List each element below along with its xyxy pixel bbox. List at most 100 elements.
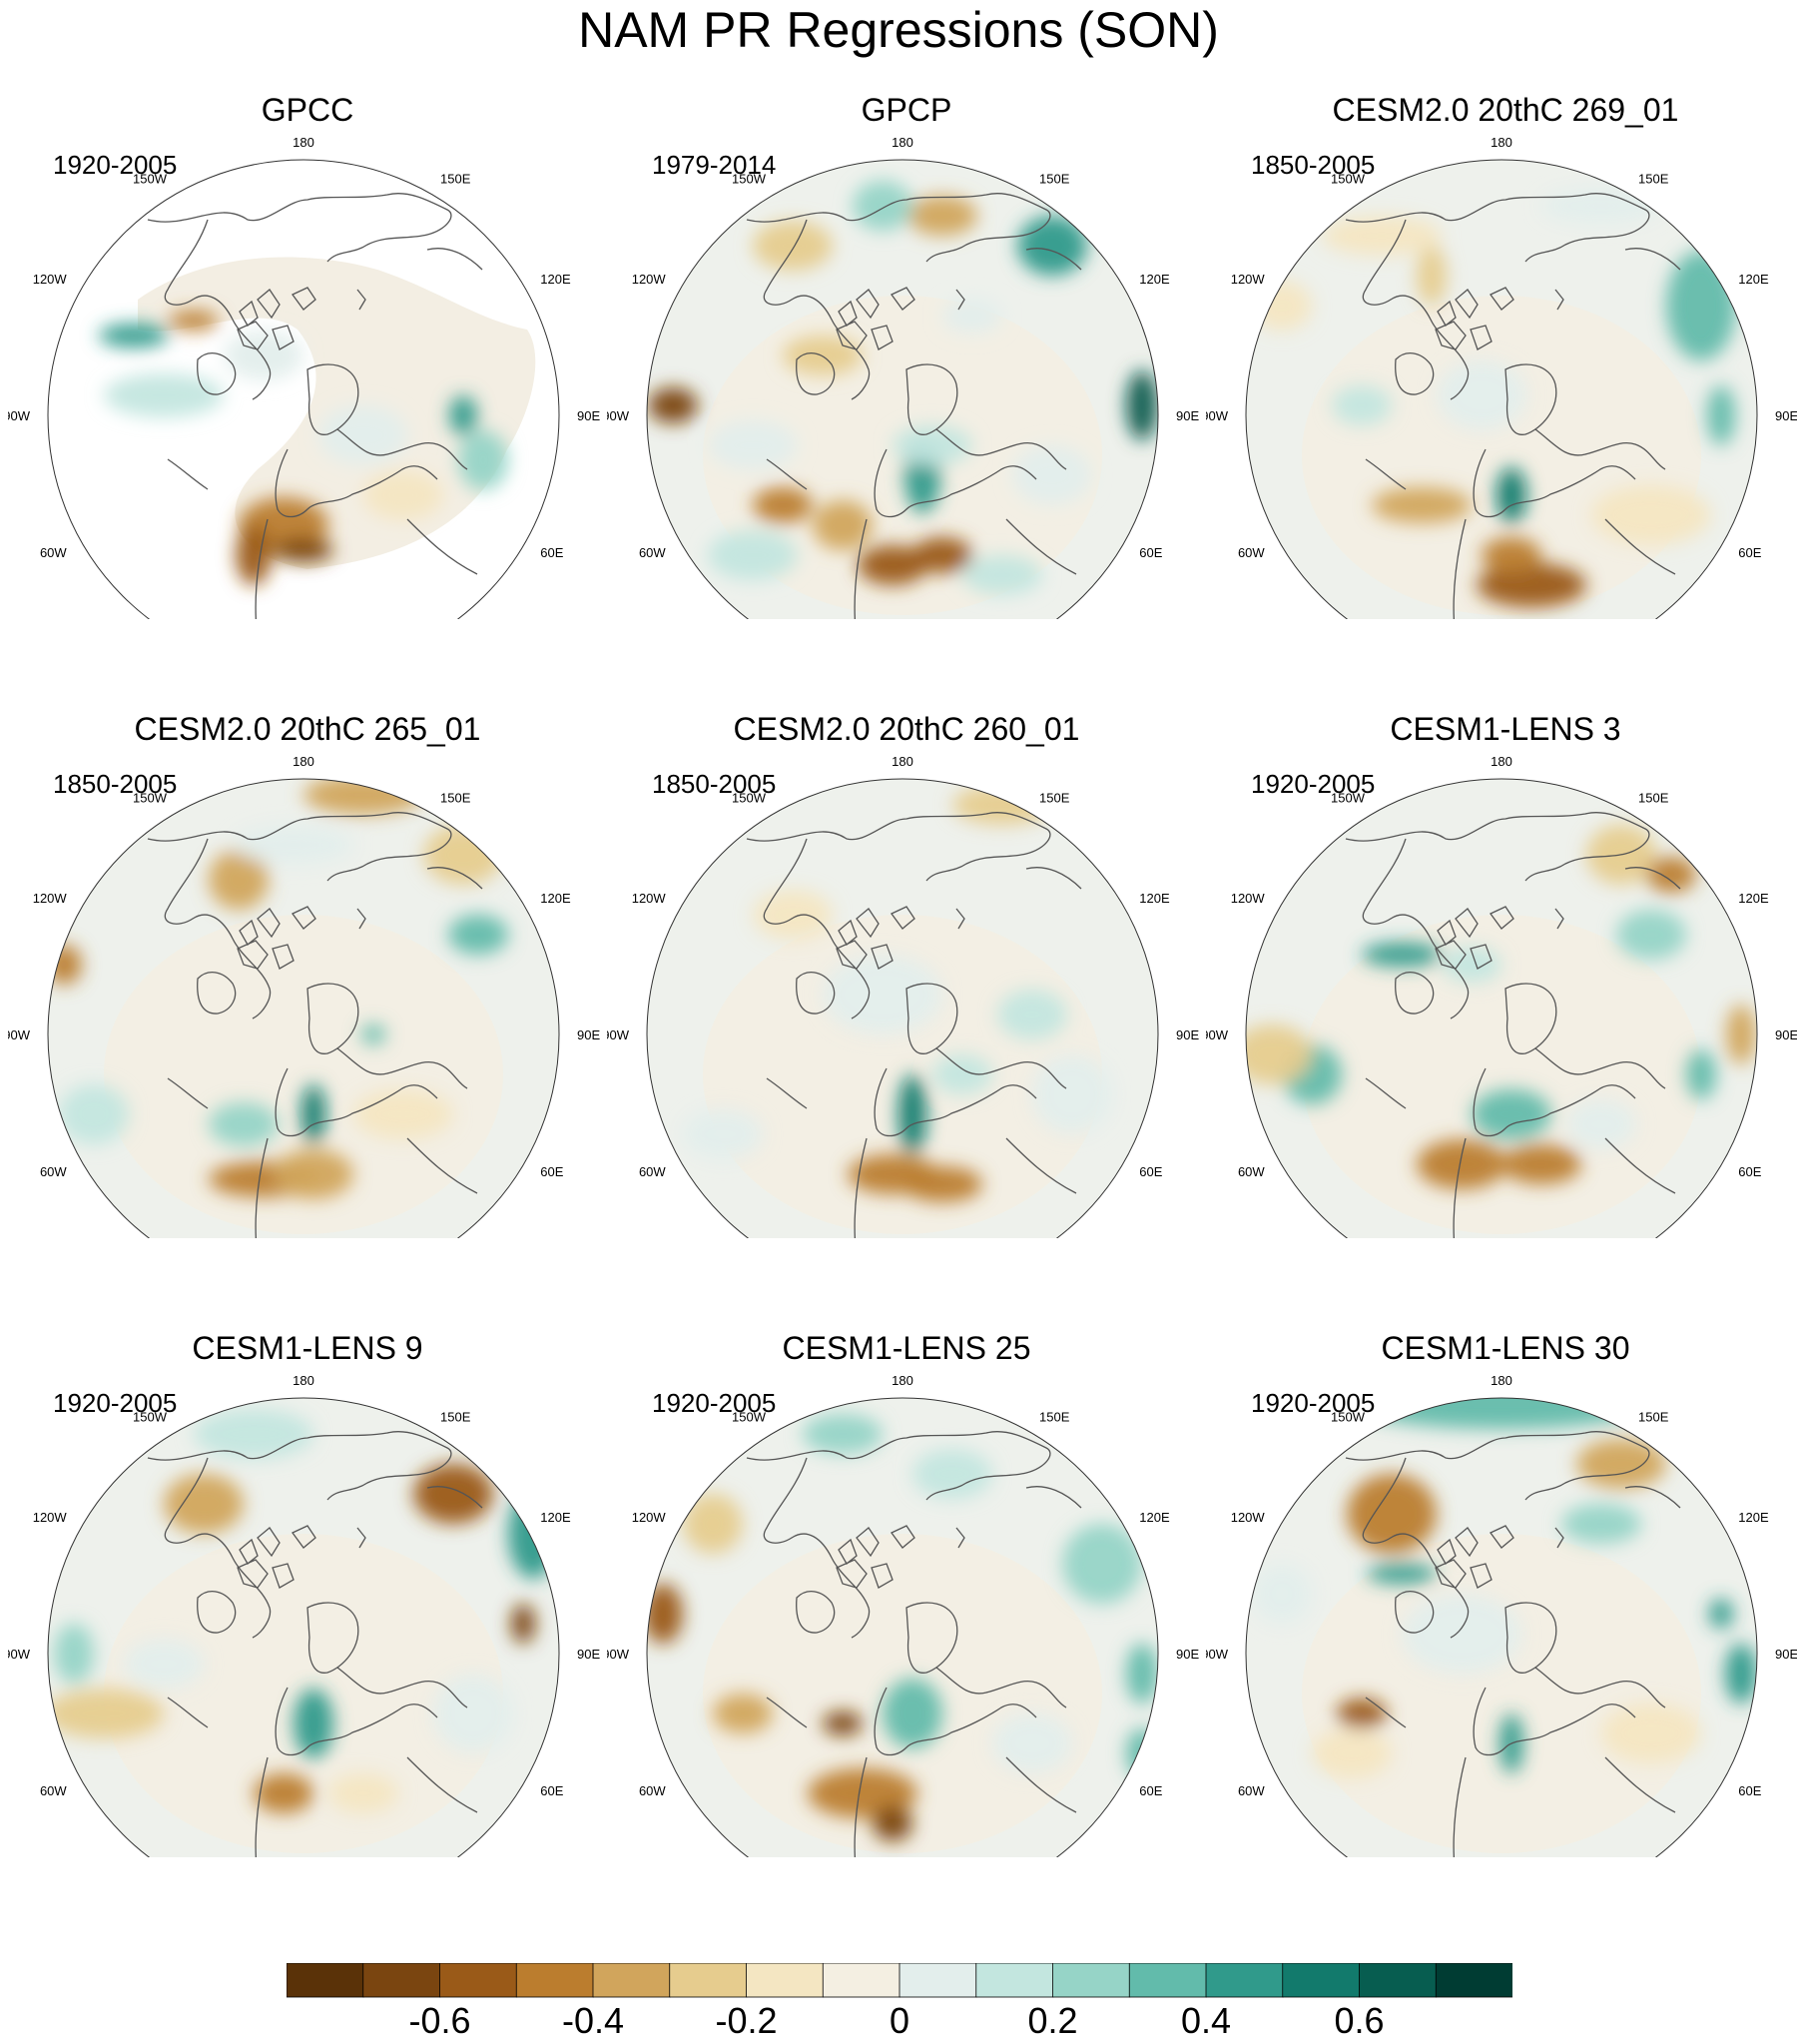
anomaly-blob (301, 1084, 325, 1144)
anomaly-blob (962, 555, 1042, 595)
longitude-label: 120W (1231, 272, 1266, 287)
anomaly-blob (508, 1489, 558, 1579)
panel-title: CESM1-LENS 3 (1390, 711, 1621, 747)
map-panel: 180150E120E90E60E30E030W60W90W120W150W C… (607, 619, 1206, 1238)
coastline (336, 1047, 468, 1089)
coastline (275, 448, 438, 518)
coastline (406, 1137, 478, 1194)
coastline (1534, 1047, 1666, 1089)
polar-map: 180150E120E90E60E30E030W60W90W120W150W (607, 754, 1199, 1238)
anomaly-blob (883, 1679, 942, 1748)
colorbar-tick-label: -0.2 (715, 2000, 778, 2041)
field-layer (647, 1398, 1158, 1857)
colorbar-swatch (515, 1963, 594, 1998)
coastline (1554, 1486, 1681, 1549)
longitude-label: 60W (1238, 1783, 1265, 1798)
longitude-label: 90E (1176, 1647, 1199, 1662)
longitude-label: 120E (540, 272, 571, 287)
anomaly-blob (708, 530, 798, 580)
coastline (905, 1602, 958, 1674)
panel-period: 1850-2005 (652, 769, 777, 799)
anomaly-blob (753, 221, 833, 271)
coastline (336, 1667, 468, 1708)
map-panel: 180150E120E90E60E30E030W60W90W120W150W C… (1206, 1238, 1797, 1857)
anomaly-blob (1726, 1005, 1756, 1064)
longitude-label: 90E (577, 408, 600, 423)
coastline (1362, 838, 1470, 1020)
anomaly-blob (1017, 216, 1087, 276)
coastline (1604, 1137, 1676, 1194)
anomaly-blob (511, 1604, 535, 1644)
coastline (1453, 1756, 1467, 1857)
colorbar-tick-label: 0.2 (1027, 2000, 1078, 2041)
anomaly-blob (164, 1474, 244, 1534)
anomaly-blob (1246, 1024, 1312, 1084)
coastline (1005, 1137, 1077, 1194)
longitude-label: 150W (732, 791, 767, 806)
longitude-label: 150W (1331, 1410, 1366, 1425)
field-layer (48, 779, 559, 1238)
anomaly-blob (448, 915, 508, 955)
field-layer (647, 779, 1158, 1238)
anomaly-blob (224, 331, 303, 380)
longitude-label: 120W (33, 891, 68, 906)
longitude-label: 90E (1176, 408, 1199, 423)
figure-title: NAM PR Regressions (SON) (578, 2, 1219, 58)
coastline (255, 1756, 269, 1857)
anomaly-blob (992, 1713, 1072, 1773)
anomaly-blob (1472, 1089, 1551, 1139)
coastline (1504, 363, 1557, 435)
longitude-label: 150E (440, 1410, 471, 1425)
longitude-label: 60E (540, 1783, 563, 1798)
coastline (1534, 428, 1666, 470)
colorbar-swatch (1359, 1963, 1438, 1998)
anomaly-blob (1126, 1644, 1158, 1703)
coastline (1604, 1756, 1676, 1813)
colorbar-swatches (287, 1963, 1512, 1998)
coastline (836, 321, 894, 350)
longitude-label: 150E (1638, 791, 1669, 806)
coastline (1437, 906, 1514, 946)
anomaly-blob (1709, 1599, 1733, 1629)
coastline (164, 1457, 272, 1639)
coastline (1345, 193, 1650, 263)
coastline (854, 1756, 868, 1857)
coastline (164, 219, 272, 400)
longitude-label: 90W (8, 1027, 31, 1042)
panel-title: CESM2.0 20thC 269_01 (1332, 92, 1679, 128)
coastline (237, 940, 295, 970)
colorbar-swatch (592, 1963, 671, 1998)
longitude-label: 60E (540, 1164, 563, 1179)
anomaly-blob (803, 1414, 883, 1454)
colorbar-swatch (746, 1963, 825, 1998)
anomaly-blob (234, 825, 353, 865)
longitude-label: 60E (1139, 1783, 1162, 1798)
longitude-label: 120E (1139, 891, 1170, 906)
anomaly-blob (873, 1805, 912, 1841)
panel-title: GPCP (861, 92, 952, 128)
coastline (147, 812, 452, 882)
longitude-label: 150W (1331, 791, 1366, 806)
panel-title: CESM1-LENS 30 (1381, 1330, 1630, 1366)
anomaly-blob (1372, 487, 1472, 523)
longitude-label: 180 (892, 754, 913, 769)
longitude-label: 150E (1039, 791, 1070, 806)
anomaly-blob (361, 1024, 385, 1044)
longitude-label: 90E (577, 1647, 600, 1662)
neutral-area (104, 915, 503, 1234)
polar-map: 180150E120E90E60E30E030W60W90W120W150W (1206, 1373, 1797, 1857)
longitude-label: 60W (1238, 545, 1265, 560)
longitude-label: 90W (1206, 1027, 1229, 1042)
coastline (838, 1525, 915, 1565)
coastline (239, 906, 316, 946)
field-layer (1246, 779, 1757, 1238)
longitude-label: 120W (1231, 1510, 1266, 1525)
anomaly-blob (1402, 1594, 1521, 1674)
anomaly-blob (1601, 1703, 1701, 1763)
longitude-label: 120W (632, 1510, 667, 1525)
coastline (1435, 940, 1493, 970)
anomaly-blob (907, 196, 977, 236)
coastline (167, 458, 209, 490)
longitude-label: 120E (1139, 272, 1170, 287)
anomaly-blob (648, 387, 698, 423)
